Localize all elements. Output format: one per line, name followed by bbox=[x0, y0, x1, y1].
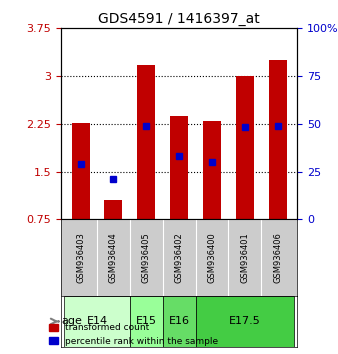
Title: GDS4591 / 1416397_at: GDS4591 / 1416397_at bbox=[98, 12, 260, 26]
Bar bbox=[163, 296, 196, 347]
Text: E14: E14 bbox=[87, 316, 107, 326]
Text: GSM936402: GSM936402 bbox=[175, 232, 184, 283]
Bar bbox=[64, 296, 130, 347]
Text: GSM936406: GSM936406 bbox=[273, 232, 282, 283]
Text: GSM936400: GSM936400 bbox=[208, 232, 217, 283]
Bar bbox=[104, 200, 122, 219]
Legend: transformed count, percentile rank within the sample: transformed count, percentile rank withi… bbox=[45, 320, 222, 349]
Text: E16: E16 bbox=[169, 316, 190, 326]
Bar bbox=[170, 116, 188, 219]
Bar bbox=[196, 296, 294, 347]
Bar bbox=[137, 65, 155, 219]
Bar bbox=[236, 76, 254, 219]
Text: GSM936401: GSM936401 bbox=[240, 232, 249, 283]
Text: GSM936404: GSM936404 bbox=[109, 232, 118, 283]
Bar bbox=[130, 296, 163, 347]
Text: GSM936403: GSM936403 bbox=[76, 232, 85, 283]
Text: GSM936405: GSM936405 bbox=[142, 232, 151, 283]
Text: age: age bbox=[62, 316, 82, 326]
Bar bbox=[269, 60, 287, 219]
Bar bbox=[72, 122, 90, 219]
Bar bbox=[203, 121, 221, 219]
Text: E15: E15 bbox=[136, 316, 157, 326]
Text: E17.5: E17.5 bbox=[229, 316, 261, 326]
